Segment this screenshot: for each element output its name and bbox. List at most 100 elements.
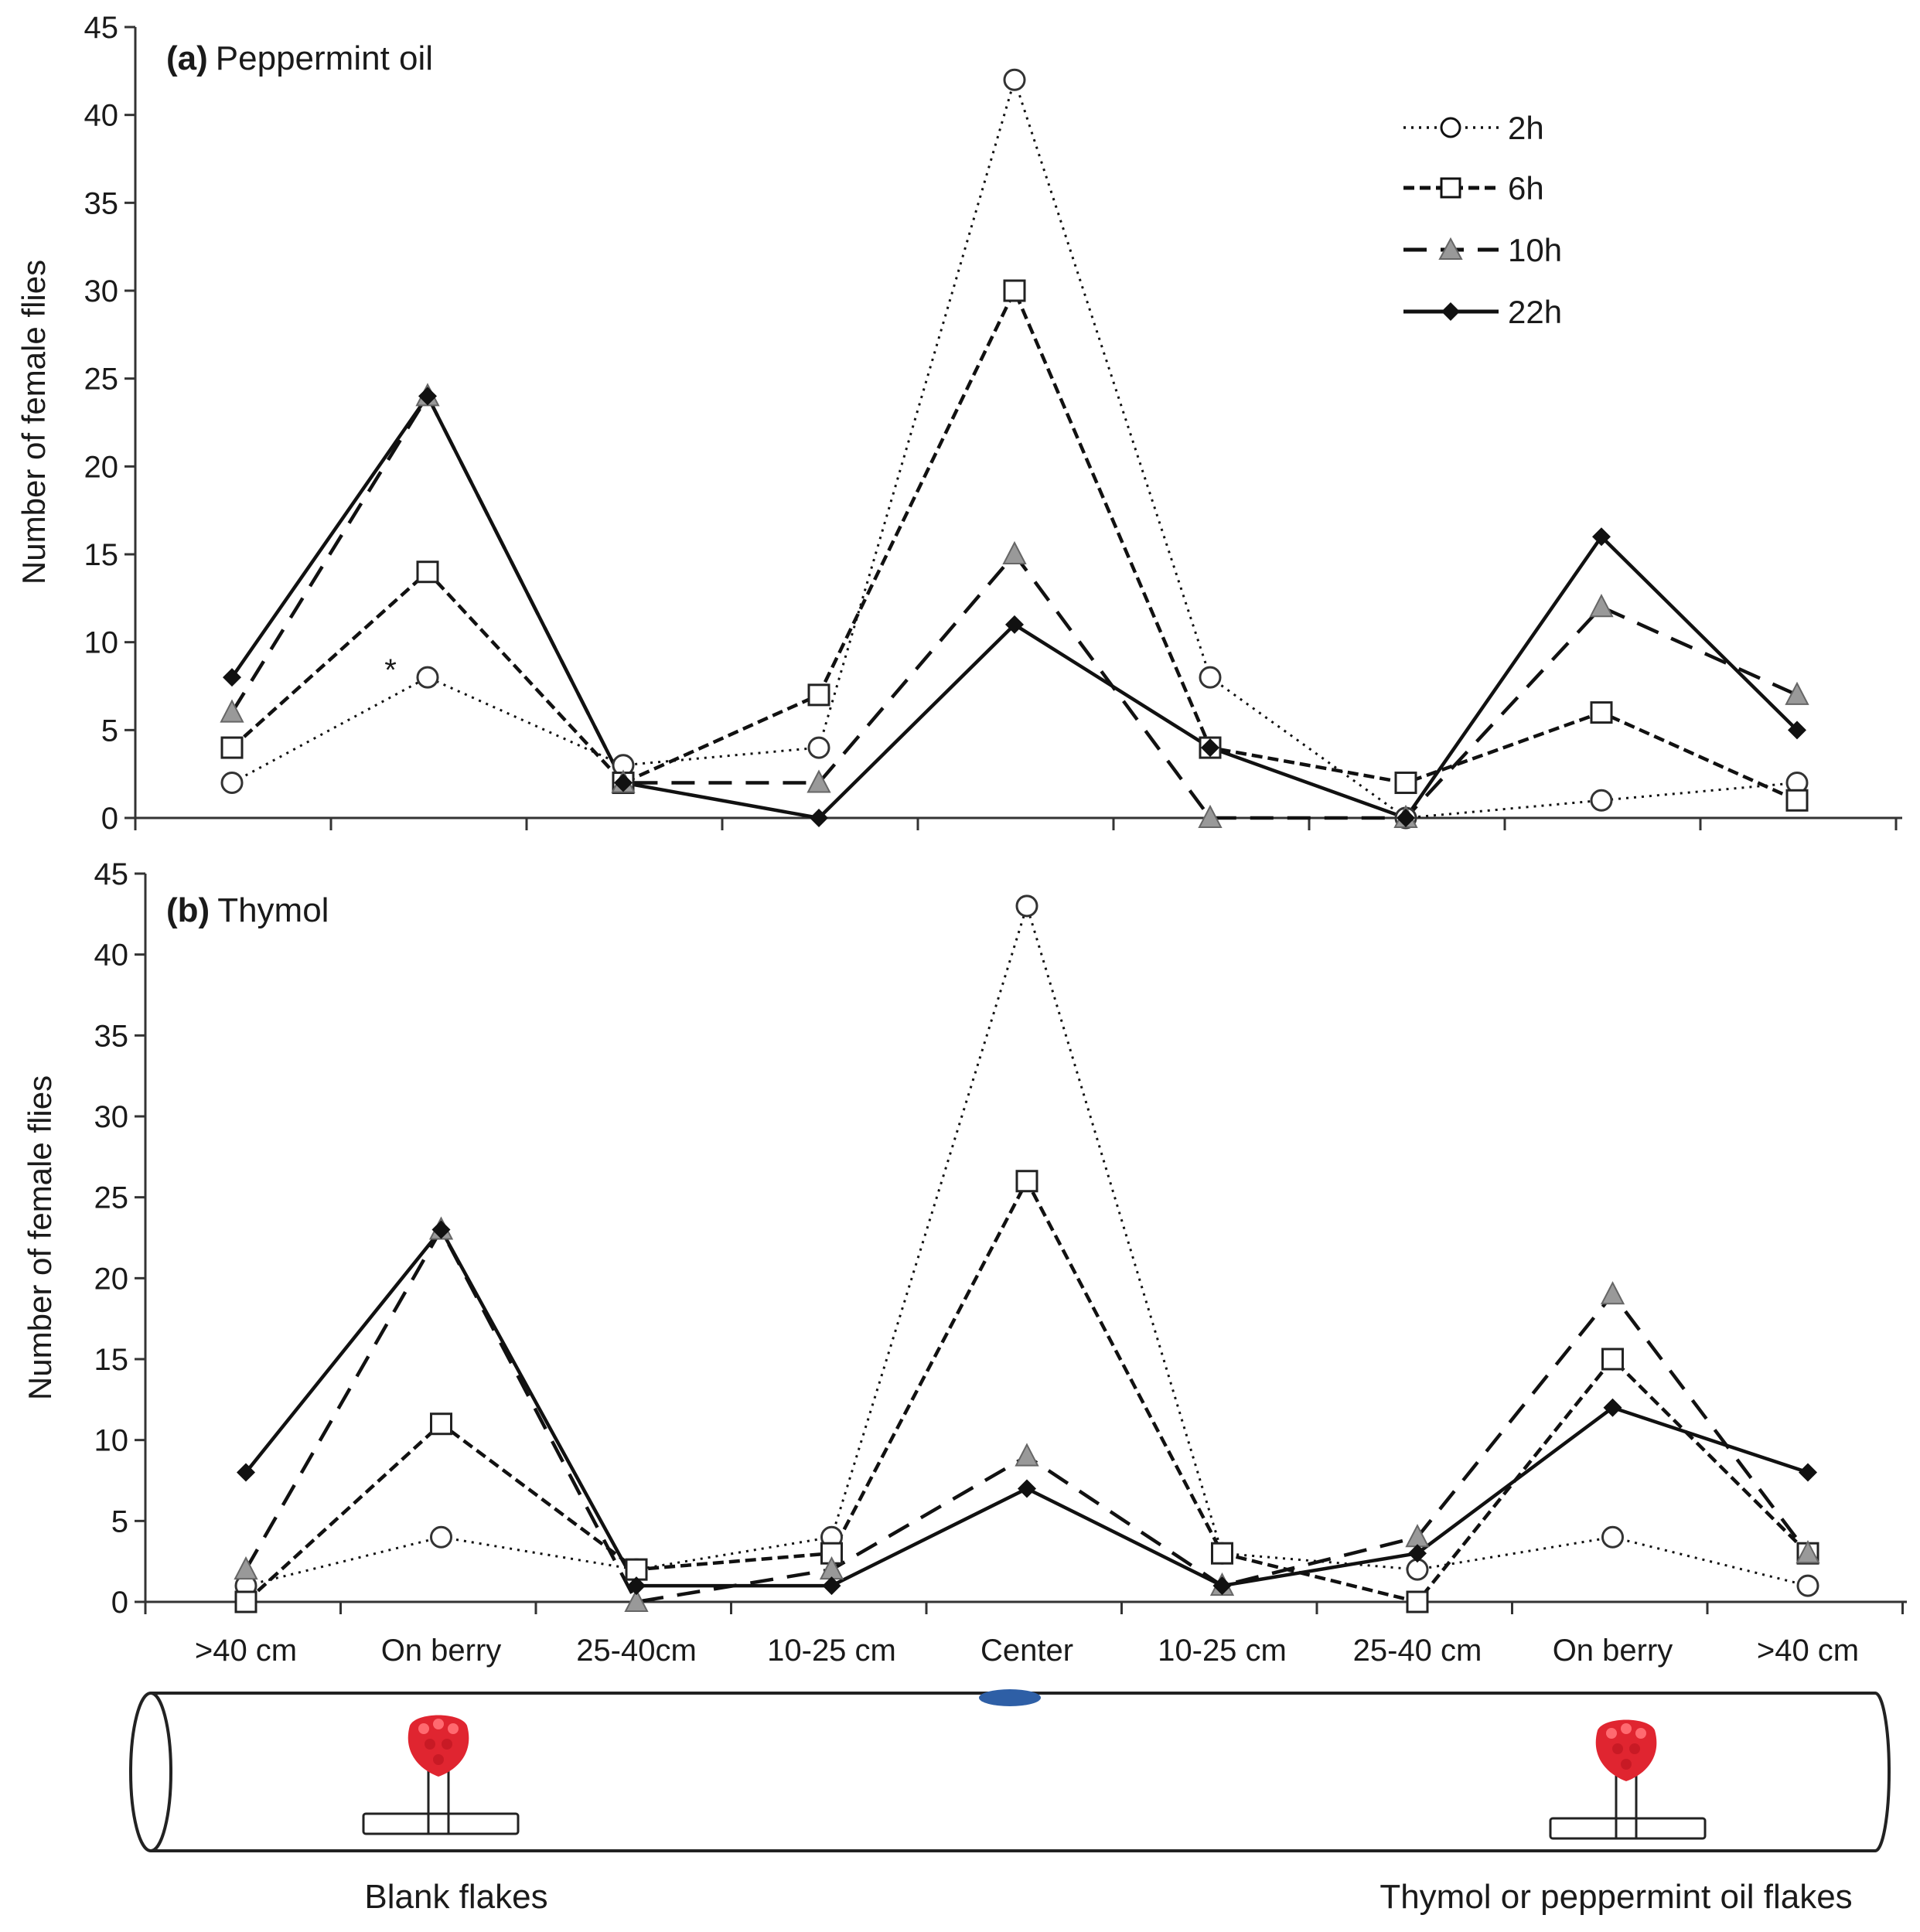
panel-a-label: (a) Peppermint oil — [166, 39, 433, 77]
data-point-22h — [223, 668, 241, 687]
treatment-flakes-label: Thymol or peppermint oil flakes — [1379, 1878, 1852, 1916]
series-line-2h — [231, 78, 1798, 819]
data-point-10h — [1198, 804, 1223, 828]
legend-marker-22h — [1441, 302, 1460, 321]
data-point-10h — [234, 1555, 258, 1580]
data-point-10h — [1600, 1281, 1625, 1305]
x-category-label: >40 cm — [195, 1634, 297, 1668]
right-flake-dish — [1549, 1817, 1707, 1840]
data-point-22h — [822, 1576, 841, 1596]
data-point-22h — [418, 387, 437, 406]
data-point-6h — [1211, 1542, 1233, 1565]
x-category-label: >40 cm — [1757, 1634, 1859, 1668]
center-release-mark — [979, 1689, 1041, 1706]
data-point-22h — [810, 809, 828, 827]
data-point-10h — [220, 699, 244, 723]
data-point-10h — [807, 769, 831, 793]
legend-label-22h: 22h — [1508, 294, 1562, 330]
left-berry-stand — [362, 1715, 520, 1835]
data-point-22h — [237, 1463, 255, 1482]
panel-a-ytick-label: 45 — [84, 11, 119, 45]
blank-flakes-label: Blank flakes — [364, 1878, 547, 1916]
legend-marker-10h — [1438, 237, 1463, 260]
data-point-6h — [1406, 1590, 1429, 1613]
data-point-10h — [1015, 1443, 1039, 1467]
panel-a-title: Peppermint oil — [216, 39, 433, 77]
data-point-22h — [1212, 1576, 1232, 1596]
panel-b-ytick-label: 35 — [94, 1019, 129, 1053]
data-point-6h — [234, 1590, 257, 1613]
series-line-10h — [244, 1228, 1809, 1604]
panel-b-ytick-label: 40 — [94, 939, 129, 973]
panel-b-ytick-label: 20 — [94, 1262, 129, 1296]
panel-b-label: (b) Thymol — [166, 891, 329, 929]
data-point-22h — [627, 1576, 646, 1596]
series-line-6h — [230, 288, 1798, 802]
x-category-label: On berry — [1553, 1634, 1673, 1668]
data-point-6h — [1003, 279, 1026, 302]
left-flake-dish — [362, 1812, 520, 1835]
data-point-2h — [220, 772, 244, 795]
data-point-6h — [807, 683, 830, 707]
panel-a-ytick-label: 20 — [84, 450, 119, 484]
data-point-10h — [1002, 540, 1027, 564]
tube-body — [151, 1692, 1891, 1852]
panel-a-ytick-label: 40 — [84, 99, 119, 133]
data-point-10h — [1589, 594, 1614, 618]
tube-diagram: Blank flakes Thymol or peppermint oil fl… — [129, 1689, 1891, 1916]
panel-b-ylabel: Number of female flies — [22, 1075, 58, 1400]
legend-marker-6h — [1440, 177, 1461, 199]
data-point-2h — [1590, 789, 1613, 812]
panel-a-ytick-label: 15 — [84, 538, 119, 572]
panel-b-ytick-label: 15 — [94, 1343, 129, 1377]
data-point-2h — [1015, 894, 1038, 918]
data-point-22h — [1201, 738, 1219, 758]
data-point-6h — [1015, 1170, 1038, 1193]
panel-a-ytick-label: 5 — [101, 714, 118, 748]
legend-item-6h: 6h — [1403, 170, 1544, 206]
legend: 2h 6h 10h 22h — [1403, 110, 1562, 330]
x-category-label: 25-40cm — [576, 1634, 697, 1668]
data-point-6h — [1394, 772, 1417, 795]
data-point-22h — [1005, 615, 1024, 634]
legend-item-10h: 10h — [1403, 232, 1562, 268]
data-point-22h — [431, 1220, 451, 1239]
data-point-10h — [624, 1588, 649, 1612]
data-point-6h — [1785, 789, 1809, 812]
panel-b-ytick-label: 25 — [94, 1181, 129, 1215]
legend-label-10h: 10h — [1508, 232, 1562, 268]
data-point-2h — [430, 1525, 452, 1549]
panel-b-ytick-label: 30 — [94, 1100, 129, 1134]
series-line-10h — [230, 394, 1798, 820]
left-berry-icon — [408, 1715, 469, 1777]
data-point-22h — [1592, 527, 1611, 547]
significance-asterisk: * — [384, 653, 397, 687]
data-point-2h — [807, 736, 830, 759]
data-point-10h — [1796, 1540, 1820, 1564]
x-category-label: 10-25 cm — [767, 1634, 896, 1668]
series-line-6h — [244, 1179, 1809, 1604]
panel-a-ytick-label: 35 — [84, 186, 119, 220]
data-point-22h — [1603, 1398, 1622, 1417]
panel-a-ytick-label: 25 — [84, 363, 119, 397]
data-point-6h — [416, 561, 439, 584]
right-berry-stand — [1549, 1719, 1707, 1840]
data-point-2h — [1199, 666, 1222, 689]
panel-b-ytick-label: 45 — [94, 857, 129, 891]
panel-a-ytick-label: 10 — [84, 626, 119, 660]
panel-b-thymol: 0 5 10 15 20 25 30 35 40 45 (b) Thymol Number of f… — [22, 857, 1907, 1668]
panel-a-ytick-label: 0 — [101, 802, 118, 836]
data-point-6h — [430, 1412, 452, 1436]
x-category-label: 10-25 cm — [1158, 1634, 1287, 1668]
data-point-6h — [220, 736, 244, 759]
panel-b-id: (b) — [166, 891, 210, 929]
tube-left-opening — [129, 1692, 172, 1852]
legend-item-22h: 22h — [1403, 294, 1562, 330]
panel-a-ylabel: Number of female flies — [15, 260, 52, 584]
panel-a-ytick-label: 30 — [84, 274, 119, 308]
x-category-label: Center — [980, 1634, 1073, 1668]
right-berry-icon — [1595, 1719, 1657, 1781]
data-point-6h — [1601, 1348, 1624, 1371]
panel-b-ytick-label: 5 — [111, 1504, 128, 1538]
